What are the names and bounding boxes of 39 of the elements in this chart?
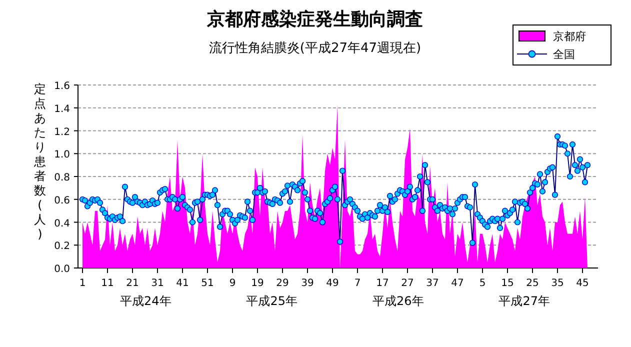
y-tick-label: 1.0 xyxy=(54,150,70,161)
x-tick-label: 49 xyxy=(326,278,339,289)
x-tick-label: 1 xyxy=(79,278,86,289)
x-tick-label: 9 xyxy=(229,278,236,289)
x-tick-label: 51 xyxy=(201,278,214,289)
x-tick-label: 21 xyxy=(126,278,139,289)
y-tick-label: 0.2 xyxy=(54,241,70,252)
x-tick-label: 45 xyxy=(576,278,589,289)
x-tick-label: 35 xyxy=(551,278,564,289)
x-tick-label: 37 xyxy=(426,278,439,289)
x-tick-label: 19 xyxy=(251,278,264,289)
x-tick-label: 17 xyxy=(376,278,389,289)
x-tick-label: 39 xyxy=(301,278,314,289)
y-tick-label: 1.6 xyxy=(54,81,70,92)
text: 平成24年 xyxy=(120,294,172,308)
x-tick-label: 25 xyxy=(526,278,539,289)
text: 定点あたり患者数(人) xyxy=(34,82,46,241)
legend-label: 京都府 xyxy=(553,30,586,43)
text: 平成26年 xyxy=(372,294,424,308)
x-tick-label: 7 xyxy=(354,278,361,289)
y-tick-label: 0.4 xyxy=(54,218,70,230)
x-tick-label: 31 xyxy=(151,278,164,289)
x-tick-label: 27 xyxy=(401,278,414,289)
chart-subtitle: 流行性角結膜炎(平成27年47週現在) xyxy=(208,40,422,56)
x-tick-label: 11 xyxy=(101,278,114,289)
y-tick-label: 1.4 xyxy=(54,104,70,115)
text: 平成27年 xyxy=(498,294,550,308)
y-tick-label: 0.6 xyxy=(54,195,70,206)
y-tick-label: 1.2 xyxy=(54,126,70,138)
y-tick-label: 0.8 xyxy=(54,172,70,184)
text: 平成25年 xyxy=(246,294,298,308)
x-tick-label: 29 xyxy=(276,278,289,289)
x-tick-label: 41 xyxy=(176,278,189,289)
x-tick-label: 5 xyxy=(479,278,486,289)
x-tick-label: 15 xyxy=(501,278,514,289)
y-tick-label: 0.0 xyxy=(54,264,70,275)
x-tick-label: 47 xyxy=(451,278,464,289)
legend-label: 全国 xyxy=(553,48,575,61)
chart-title: 京都府感染症発生動向調査 xyxy=(206,9,423,30)
